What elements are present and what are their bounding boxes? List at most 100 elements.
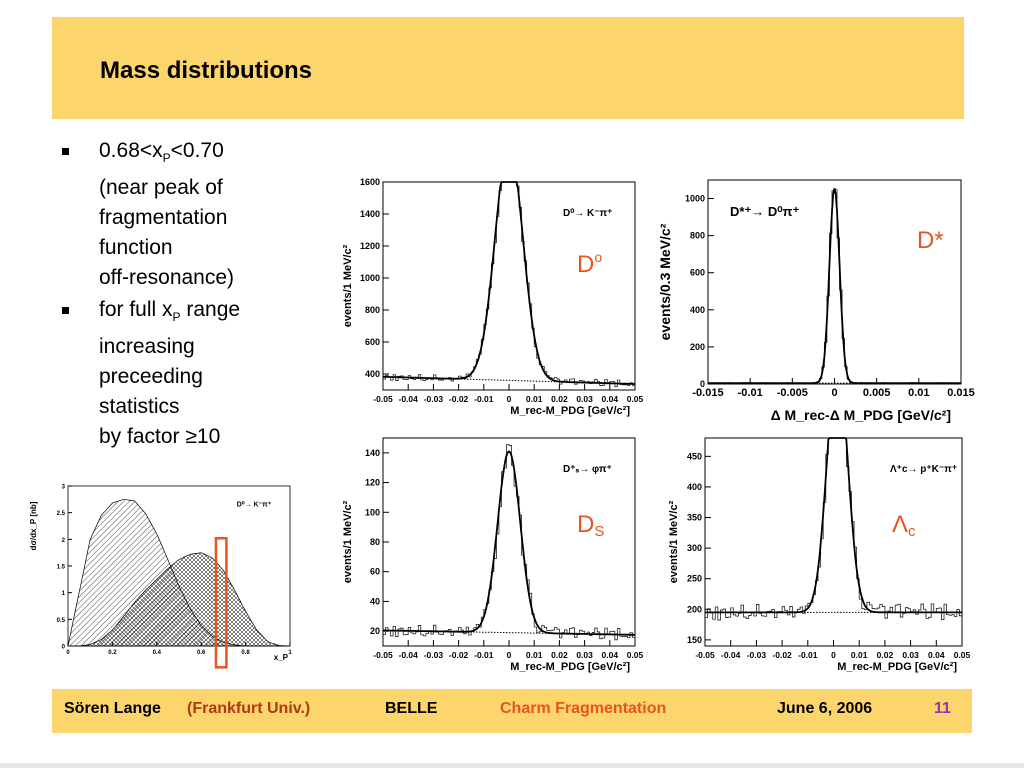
particle-superscript: o bbox=[594, 249, 602, 265]
signal-fit-line bbox=[383, 450, 636, 636]
x-tick-label: 0 bbox=[507, 394, 512, 404]
x-tick-label: 0.02 bbox=[551, 394, 568, 404]
bullet-text-sub: P bbox=[172, 310, 181, 325]
decay-channel-label: Λ⁺c→ p⁺K⁻π⁺ bbox=[890, 464, 957, 475]
bottom-strip bbox=[0, 763, 1024, 768]
x-tick-label: 0.2 bbox=[108, 650, 117, 656]
x-tick-label: 0.8 bbox=[241, 650, 250, 656]
x-tick-label: 0.015 bbox=[947, 387, 975, 399]
y-tick-label: 250 bbox=[687, 574, 702, 584]
x-tick-label: 0 bbox=[507, 650, 512, 660]
signal-fit-line bbox=[705, 437, 962, 614]
xp-chart-svg: 00.511.522.530 0.2 0.4 0.6 0.8 1x_Pdσ/dx_P [n… bbox=[29, 485, 292, 669]
footer-author: Sören Lange bbox=[64, 700, 161, 717]
y-tick-label: 800 bbox=[690, 231, 705, 241]
y-tick-label: 2 bbox=[62, 538, 66, 544]
y-tick-label: 60 bbox=[370, 567, 380, 577]
y-axis-label: events/1 MeV/c² bbox=[668, 500, 680, 583]
x-tick-label: 0.02 bbox=[551, 650, 568, 660]
y-tick-label: 150 bbox=[687, 635, 702, 645]
bullet-text-pre: 0.68<x bbox=[99, 139, 163, 162]
x-tick-label: -0.05 bbox=[373, 650, 393, 660]
x-axis-label: Δ M_rec-Δ M_PDG [GeV/c²] bbox=[771, 407, 951, 423]
y-tick-label: 80 bbox=[370, 537, 380, 547]
y-tick-label: 450 bbox=[687, 451, 702, 461]
bullet-item-statistics: for full xP range increasing preceeding … bbox=[62, 295, 294, 452]
x-tick-label: -0.03 bbox=[747, 650, 767, 660]
x-tick-label: 0.01 bbox=[526, 650, 543, 660]
bullet-square-icon bbox=[62, 307, 69, 315]
x-tick-label: 0.03 bbox=[576, 394, 593, 404]
decay-channel-label: D*⁺→ D⁰π⁺ bbox=[730, 204, 799, 219]
dstar-chart-svg: 0 200 400 600 800 1000 -0.015 -0.01 -0.005 0 0.005… bbox=[657, 179, 975, 423]
x-tick-label: 0 bbox=[831, 387, 837, 399]
x-tick-label: 0.01 bbox=[526, 394, 543, 404]
dstar-mass-chart: 0 200 400 600 800 1000 -0.015 -0.01 -0.005 0 0.005… bbox=[652, 172, 977, 434]
slide-title: Mass distributions bbox=[100, 57, 313, 84]
y-tick-label: 120 bbox=[365, 478, 380, 488]
footer-affiliation: (Frankfurt Univ.) bbox=[187, 700, 311, 717]
y-tick-label: 1 bbox=[62, 591, 66, 597]
bullet-list: 0.68<xP<0.70 (near peak of fragmentation… bbox=[62, 136, 294, 454]
x-tick-label: 0.03 bbox=[902, 650, 919, 660]
y-tick-label: 20 bbox=[370, 626, 380, 636]
x-tick-label: 0.4 bbox=[153, 650, 162, 656]
signal-fit-line bbox=[708, 188, 961, 384]
lambdac-chart-svg: 150 200 250 300 350 400 450 -0.05 -0.04 -0.03 -0.0… bbox=[668, 437, 971, 673]
x-tick-label: -0.03 bbox=[424, 394, 444, 404]
bullet-square-icon bbox=[62, 148, 69, 155]
x-tick-label: -0.01 bbox=[738, 387, 763, 399]
y-tick-label: 400 bbox=[365, 369, 380, 379]
y-tick-label: 0.5 bbox=[57, 618, 66, 624]
ds-mass-chart: 20 40 60 80 100 120 140 -0.05 -0.04 -0.03 -0.02 -0.… bbox=[333, 428, 644, 673]
x-tick-label: 0.03 bbox=[576, 650, 593, 660]
ds-chart-svg: 20 40 60 80 100 120 140 -0.05 -0.04 -0.03 -0.02 -0.… bbox=[342, 437, 644, 673]
y-axis-label: events/0.3 MeV/c² bbox=[657, 223, 673, 340]
x-tick-label: -0.01 bbox=[798, 650, 818, 660]
y-tick-label: 600 bbox=[365, 337, 380, 347]
y-tick-label: 1400 bbox=[360, 209, 380, 219]
x-tick-label: 0.04 bbox=[602, 650, 619, 660]
x-tick-label: 1 bbox=[288, 650, 292, 656]
bullet-text-post: <0.70 (near peak of fragmentation functi… bbox=[99, 139, 235, 290]
x-axis-label: M_rec-M_PDG [GeV/c²] bbox=[510, 405, 630, 417]
y-tick-label: 200 bbox=[690, 342, 705, 352]
x-tick-label: -0.04 bbox=[721, 650, 741, 660]
footer-page-number: 11 bbox=[934, 700, 951, 717]
y-tick-label: 40 bbox=[370, 596, 380, 606]
x-tick-label: 0.05 bbox=[627, 394, 644, 404]
y-tick-label: 400 bbox=[690, 305, 705, 315]
y-axis-label: dσ/dx_P [nb] bbox=[29, 501, 38, 550]
y-tick-label: 800 bbox=[365, 305, 380, 315]
y-tick-label: 1000 bbox=[685, 194, 705, 204]
y-tick-label: 300 bbox=[687, 543, 702, 553]
x-axis-label: M_rec-M_PDG [GeV/c²] bbox=[510, 661, 630, 673]
bullet-text-pre: for full x bbox=[99, 298, 173, 322]
decay-channel-label: D⁺ₛ→ φπ⁺ bbox=[563, 464, 612, 475]
y-tick-label: 1200 bbox=[360, 241, 380, 251]
x-tick-label: -0.02 bbox=[449, 394, 469, 404]
x-tick-label: -0.04 bbox=[399, 394, 419, 404]
y-tick-label: 0 bbox=[700, 379, 705, 389]
xp-distribution-chart: 0 0.5 1 1.5 2 2.5 3 0 0.2 0.4 0.6 0.8 1 x_P dσ/dx_P [n… bbox=[28, 478, 298, 669]
x-tick-label: 0.6 bbox=[197, 650, 206, 656]
y-tick-label: 400 bbox=[687, 482, 702, 492]
y-tick-label: 2.5 bbox=[57, 511, 66, 517]
particle-name-label: Λc bbox=[892, 511, 916, 540]
y-tick-label: 600 bbox=[690, 268, 705, 278]
y-tick-label: 350 bbox=[687, 513, 702, 523]
x-tick-label: 0.01 bbox=[851, 650, 868, 660]
decay-channel-label: D⁰→ K⁻π⁺ bbox=[237, 500, 272, 508]
y-axis-label: events/1 MeV/c² bbox=[342, 500, 354, 583]
bullet-text-sub: P bbox=[162, 151, 171, 166]
x-tick-label: -0.05 bbox=[695, 650, 715, 660]
x-tick-label: 0.05 bbox=[954, 650, 971, 660]
d0-chart-svg: 400 600 800 1000 1200 1400 1600 -0.05 -0.04 -0.03… bbox=[342, 177, 644, 417]
x-tick-label: -0.015 bbox=[692, 387, 723, 399]
signal-fit-line bbox=[383, 181, 635, 385]
y-tick-label: 100 bbox=[365, 507, 380, 517]
histogram-series bbox=[383, 444, 635, 641]
x-tick-label: -0.01 bbox=[474, 650, 494, 660]
y-tick-label: 1000 bbox=[360, 273, 380, 283]
x-tick-label: 0.04 bbox=[928, 650, 945, 660]
